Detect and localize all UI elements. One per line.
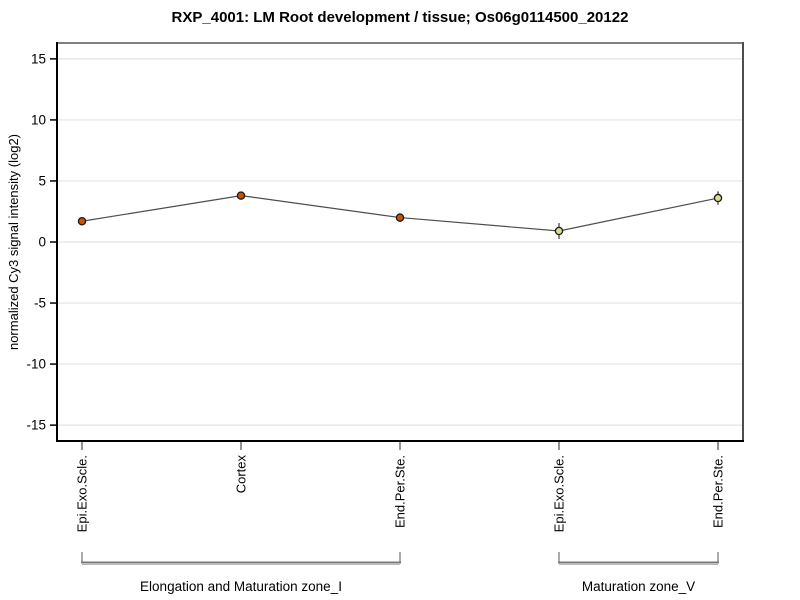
data-point [77,216,87,226]
y-tick-label: -10 [26,357,46,372]
y-tick-label: -5 [34,296,46,311]
x-category-label: End.Per.Ste. [393,455,408,528]
data-point [554,226,564,236]
data-point [713,193,723,203]
y-tick-label: 10 [31,112,46,127]
data-point [395,213,405,222]
y-tick-label: 0 [38,235,46,250]
y-axis-label: normalized Cy3 signal intensity (log2) [6,133,21,351]
group-label: Maturation zone_V [582,579,695,594]
x-category-label: Cortex [234,455,249,494]
data-point [236,191,246,200]
x-category-label: End.Per.Ste. [711,455,726,528]
y-tick-label: -15 [26,418,46,433]
y-tick-label: 15 [31,51,46,66]
chart-title: RXP_4001: LM Root development / tissue; … [171,9,629,26]
y-tick-label: 5 [38,173,46,188]
x-category-label: Epi.Exo.Scle. [75,455,90,532]
group-label: Elongation and Maturation zone_I [140,579,342,594]
x-category-label: Epi.Exo.Scle. [552,455,567,532]
